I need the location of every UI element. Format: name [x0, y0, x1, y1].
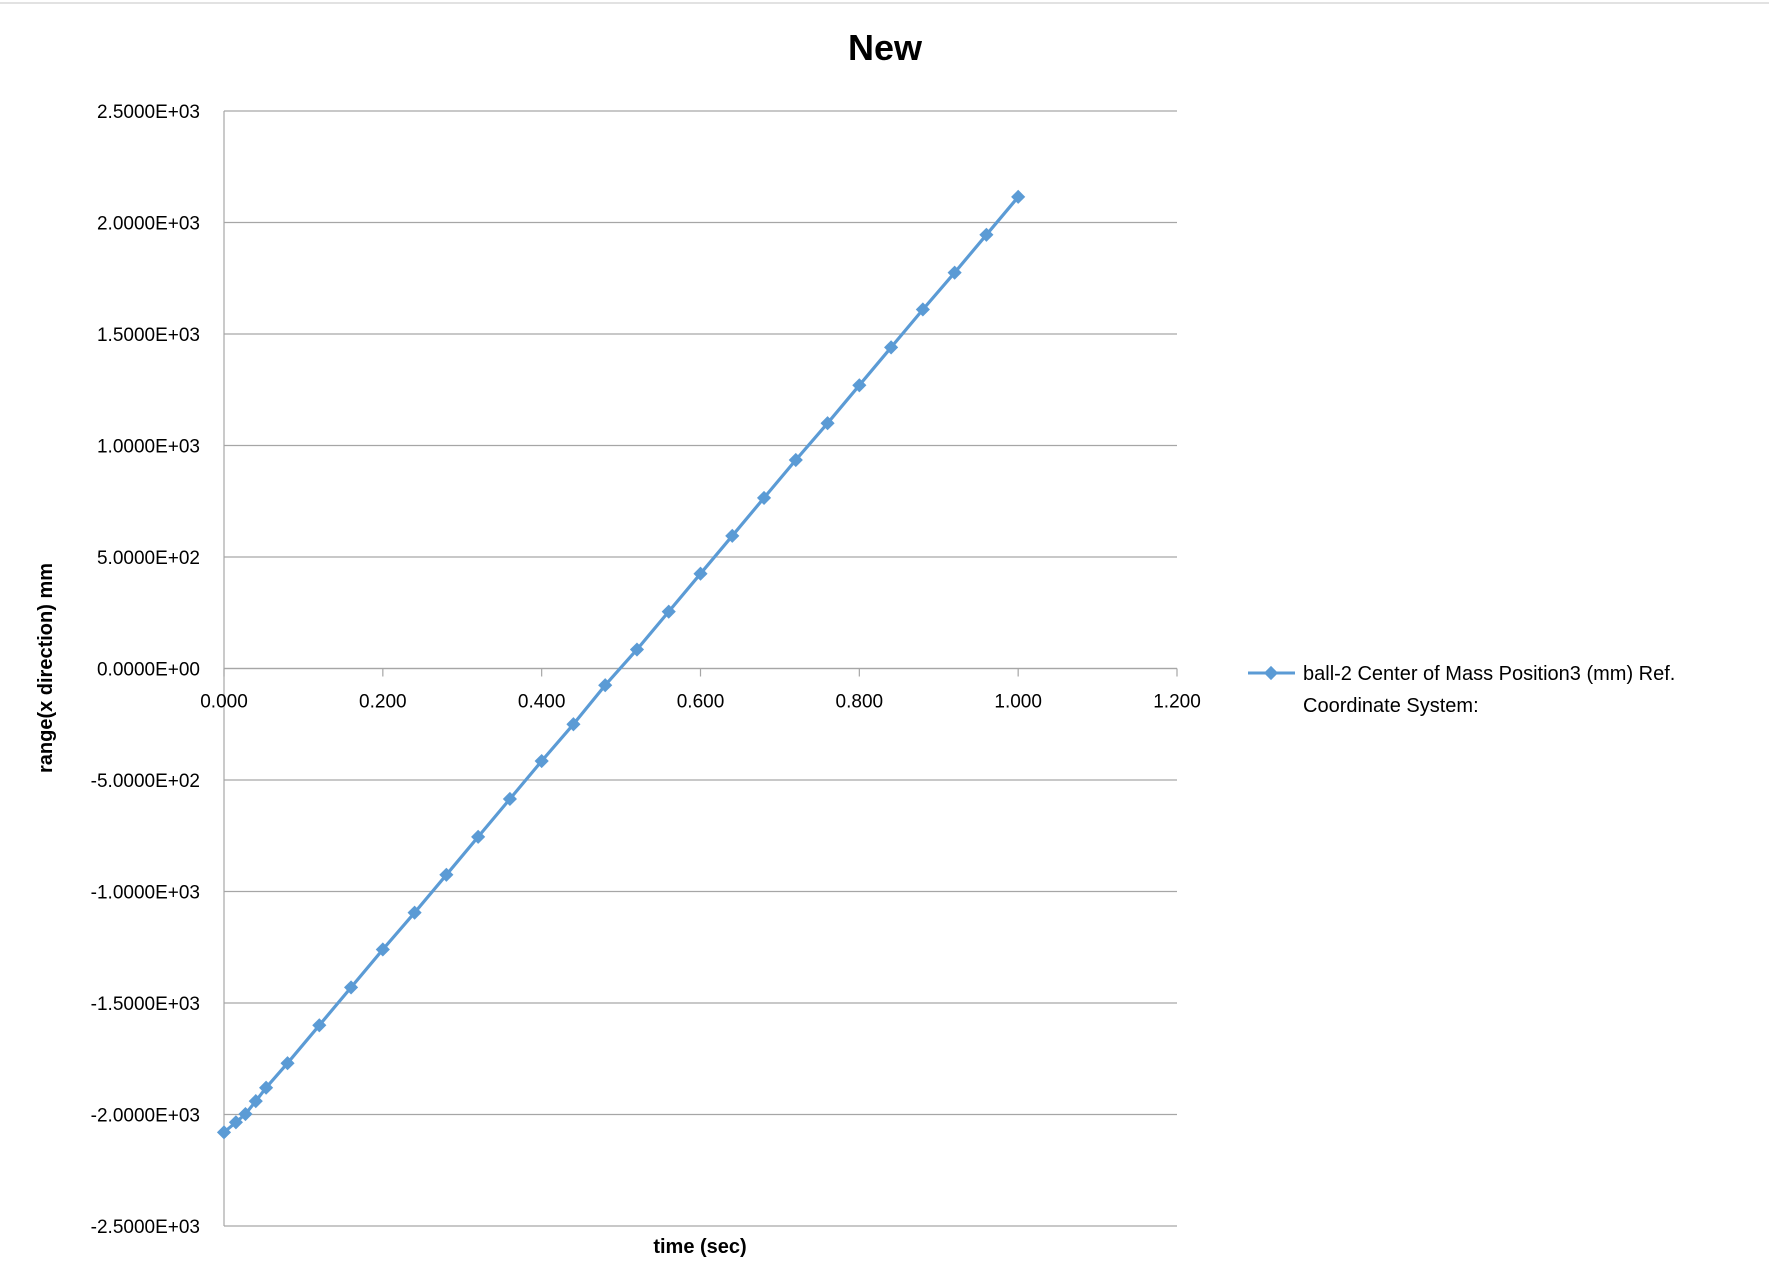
data-point	[629, 642, 645, 657]
data-point	[598, 678, 613, 693]
grid	[224, 110, 1177, 1227]
x-tick-label: 0.800	[836, 692, 884, 713]
series	[216, 189, 1026, 1140]
data-point	[566, 717, 581, 732]
y-tick-label: 1.0000E+03	[97, 437, 200, 458]
y-tick-label: -2.5000E+03	[91, 1217, 200, 1238]
y-axis-title: range(x direction) mm	[35, 563, 57, 773]
y-tick-label: -2.0000E+03	[91, 1106, 200, 1127]
legend-label-line-1: ball-2 Center of Mass Position3 (mm) Ref…	[1303, 663, 1675, 685]
legend: ball-2 Center of Mass Position3 (mm) Ref…	[1248, 663, 1675, 717]
x-axis-ticks: 0.000 0.200 0.400 0.600 0.800 1.000 1.200	[200, 692, 1201, 713]
data-point	[947, 265, 962, 280]
y-tick-label: -1.0000E+03	[91, 883, 200, 904]
data-point	[216, 1125, 232, 1140]
data-point	[1011, 189, 1026, 204]
data-point	[248, 1094, 263, 1109]
data-point	[259, 1080, 274, 1095]
y-axis-ticks: 2.5000E+03 2.0000E+03 1.5000E+03 1.0000E+03…	[91, 102, 200, 1238]
y-tick-label: -1.5000E+03	[91, 994, 200, 1015]
data-point	[852, 378, 867, 393]
data-point	[471, 829, 486, 844]
data-point	[915, 302, 930, 317]
legend-label-line-2: Coordinate System:	[1303, 695, 1479, 717]
data-point	[661, 604, 676, 619]
data-point	[502, 791, 517, 807]
data-point	[534, 753, 549, 769]
data-point	[979, 227, 994, 242]
y-tick-label: 0.0000E+00	[97, 660, 200, 681]
data-point	[725, 528, 740, 543]
data-point	[439, 867, 454, 882]
data-point	[788, 452, 803, 468]
y-tick-label: 2.0000E+03	[97, 214, 200, 235]
data-point	[693, 566, 708, 581]
x-tick-label: 0.200	[359, 692, 407, 713]
data-point	[280, 1056, 295, 1071]
data-point	[238, 1106, 253, 1122]
data-point	[820, 416, 835, 431]
axes	[223, 111, 1178, 1226]
x-tick-label: 0.600	[677, 692, 725, 713]
y-tick-label: 1.5000E+03	[97, 325, 200, 346]
data-point	[756, 490, 772, 505]
x-tick-label: 1.000	[994, 692, 1042, 713]
y-tick-label: 5.0000E+02	[97, 548, 200, 569]
y-tick-label: -5.0000E+02	[91, 771, 200, 792]
x-tick-label: 0.000	[200, 692, 248, 713]
data-point	[343, 980, 359, 995]
legend-marker	[1263, 665, 1279, 681]
data-point	[407, 905, 422, 920]
data-point	[228, 1115, 243, 1130]
x-tick-label: 0.400	[518, 692, 566, 713]
y-tick-label: 2.5000E+03	[97, 102, 200, 123]
data-point	[375, 942, 390, 957]
chart-title: New	[848, 27, 923, 68]
x-tick-label: 1.200	[1153, 692, 1201, 713]
data-point	[884, 340, 899, 355]
x-axis-title: time (sec)	[653, 1236, 746, 1258]
